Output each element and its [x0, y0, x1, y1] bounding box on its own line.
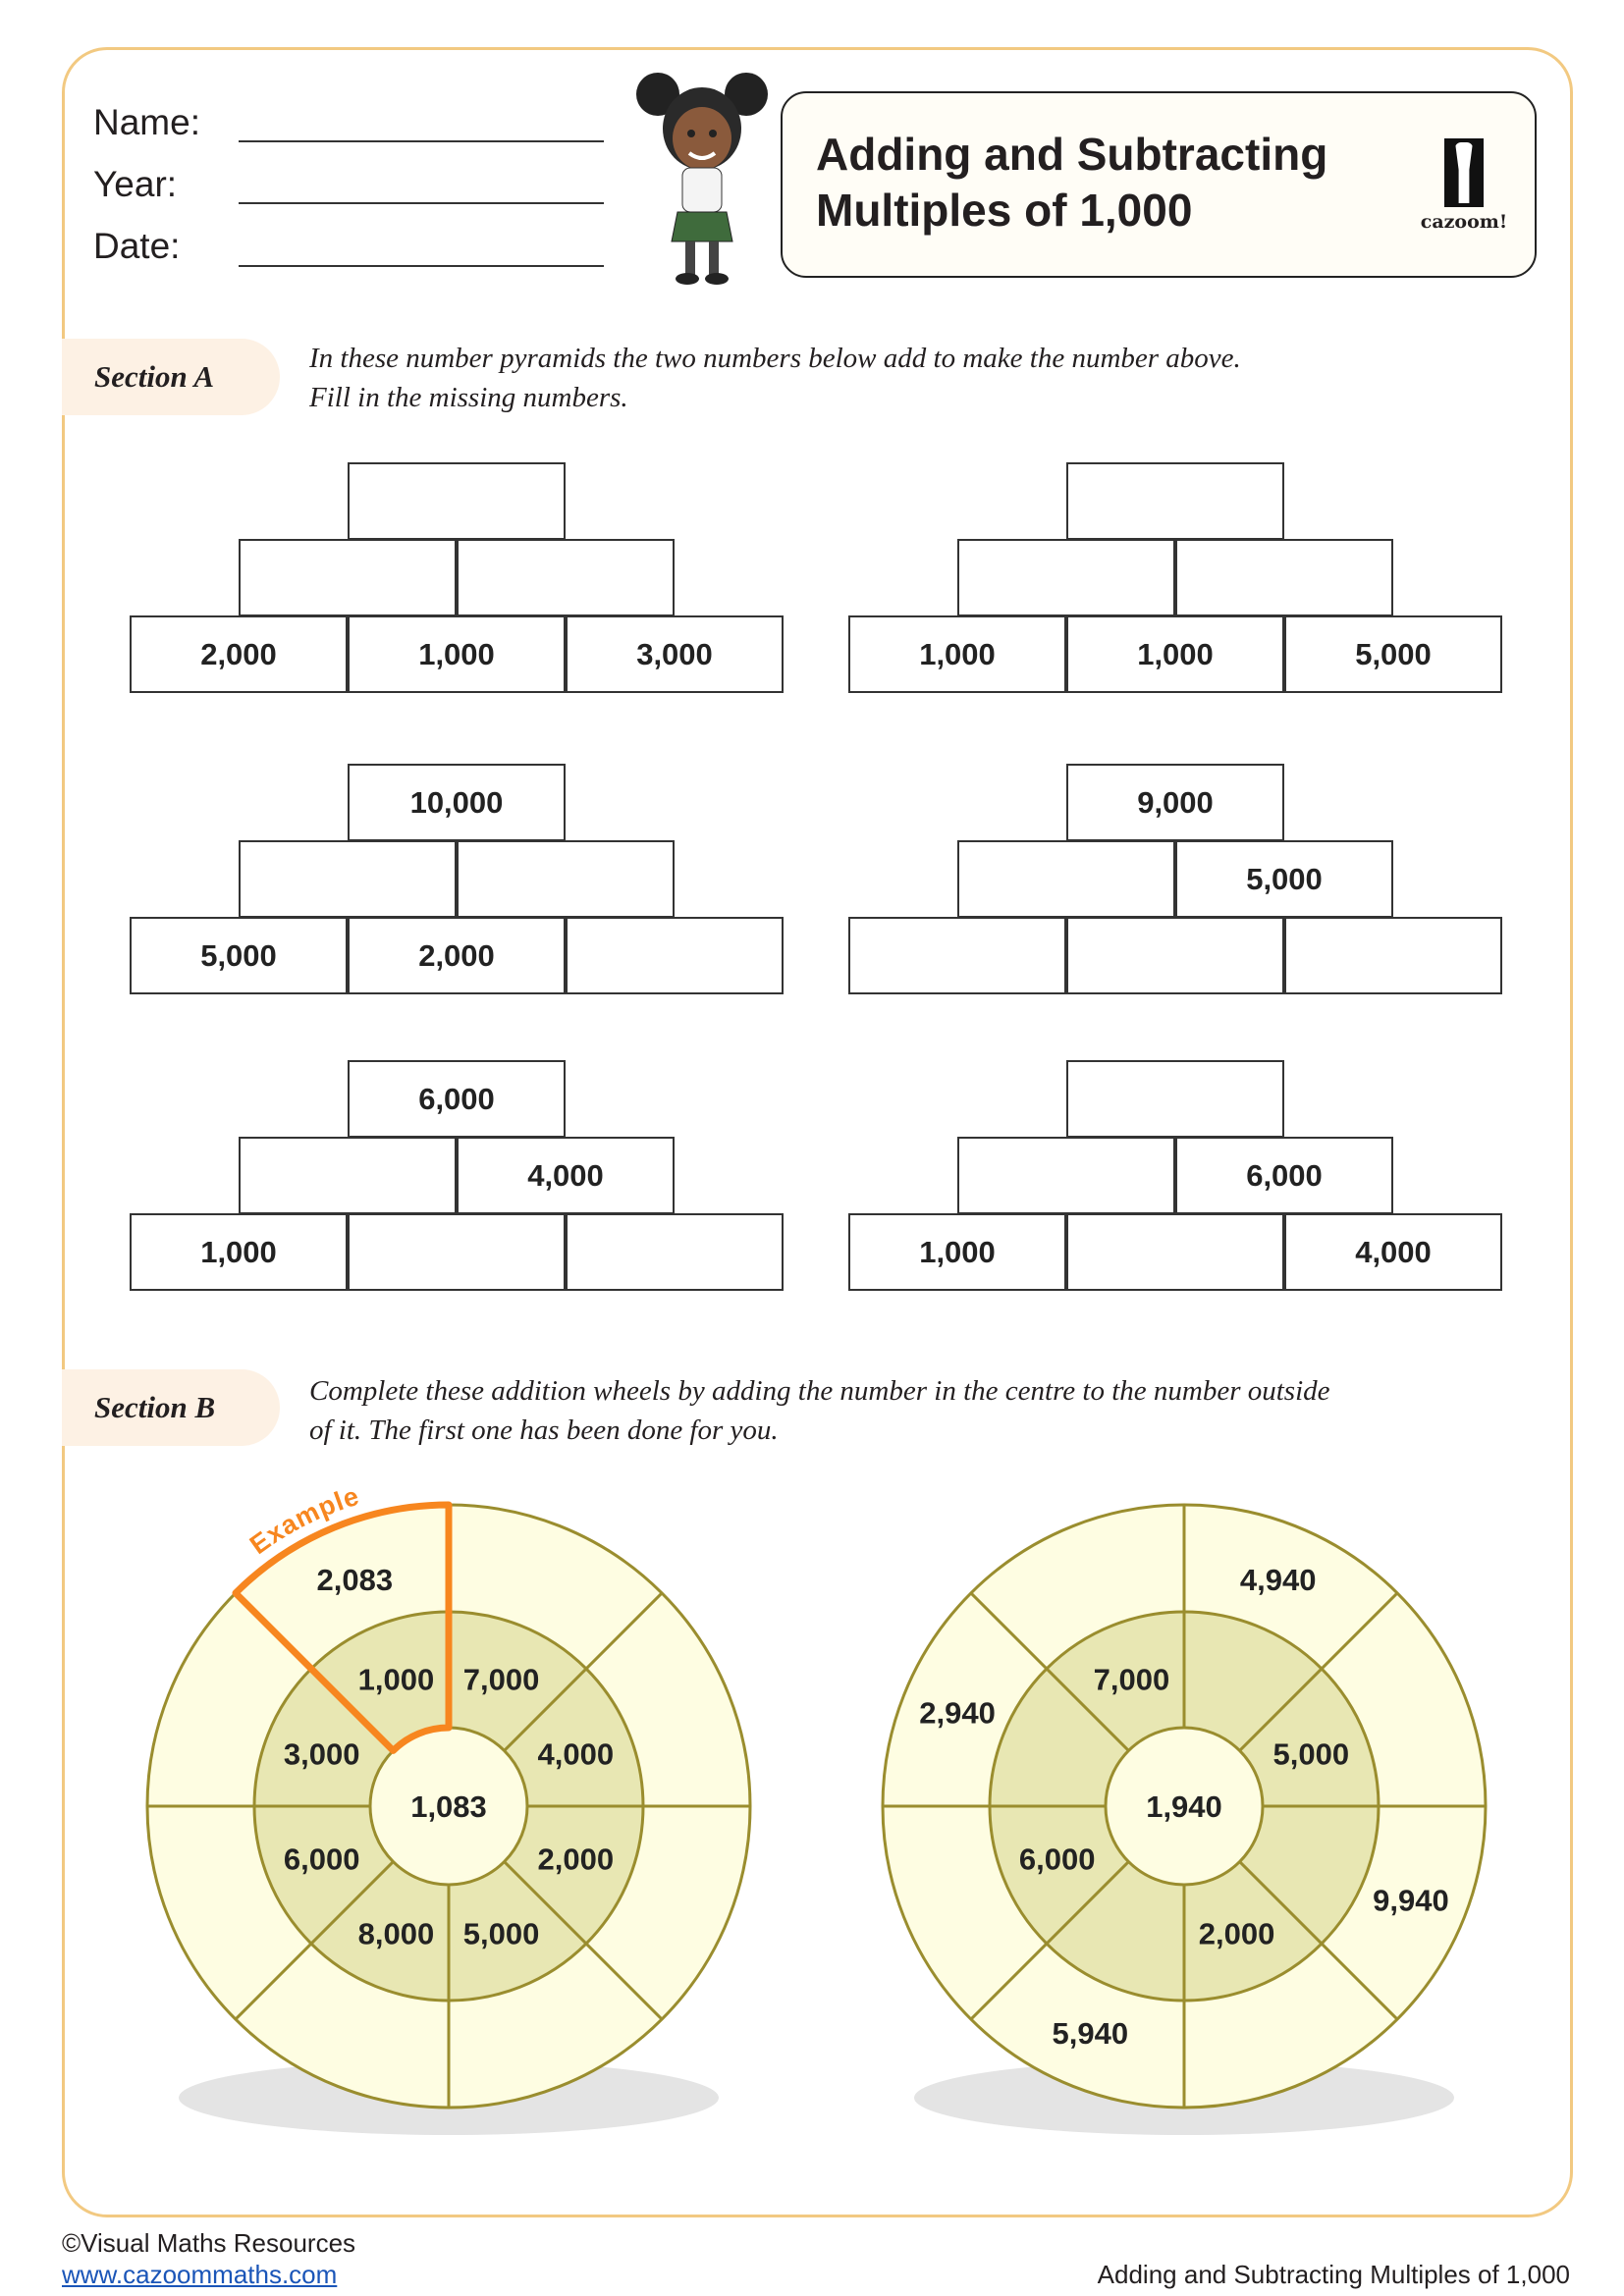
cazoom-logo: cazoom! [1415, 138, 1513, 233]
pyramid-bottom-cell[interactable] [848, 917, 1066, 994]
wheel-divider [1238, 1591, 1399, 1752]
instruction-line: Complete these addition wheels by adding… [309, 1375, 1330, 1407]
title-line-1: Adding and Subtracting [816, 129, 1328, 180]
logo-cup-icon [1444, 138, 1484, 207]
wheel-divider [503, 1591, 664, 1752]
pyramid-bottom-cell[interactable]: 5,000 [130, 917, 348, 994]
wheel-divider [234, 1860, 395, 2021]
section-a-label: Section A [62, 339, 280, 415]
wheel-inner-value: 7,000 [1094, 1663, 1170, 1697]
wheel-inner-value: 8,000 [358, 1916, 435, 1950]
wheel-inner-value: 2,000 [538, 1842, 615, 1877]
pyramid-middle-cell[interactable] [957, 1137, 1175, 1214]
pyramid-bottom-cell[interactable]: 2,000 [348, 917, 566, 994]
name-input-line[interactable] [239, 140, 604, 142]
pyramid-top-cell[interactable] [348, 462, 566, 540]
date-input-line[interactable] [239, 265, 604, 267]
wheel-divider [969, 1591, 1130, 1752]
section-b-instructions: Complete these addition wheels by adding… [309, 1371, 1537, 1450]
instruction-line: of it. The first one has been done for y… [309, 1415, 779, 1446]
logo-text: cazoom! [1420, 211, 1508, 233]
pyramid-bottom-cell[interactable]: 4,000 [1284, 1213, 1502, 1291]
wheel-outer-answer[interactable]: 9,940 [1373, 1884, 1449, 1918]
pyramid-bottom-cell[interactable]: 5,000 [1284, 615, 1502, 693]
pyramid-bottom-cell[interactable] [1284, 917, 1502, 994]
wheel-outer-answer[interactable]: 5,940 [1053, 2016, 1129, 2051]
wheel-centre [1104, 1726, 1265, 1887]
pyramid-top-cell[interactable]: 9,000 [1066, 764, 1284, 841]
section-a-instructions: In these number pyramids the two numbers… [309, 339, 1537, 417]
pyramid-bottom-cell[interactable]: 1,000 [348, 615, 566, 693]
wheel-inner-value: 1,000 [358, 1663, 435, 1697]
girl-character-illustration [636, 73, 768, 285]
year-input-line[interactable] [239, 202, 604, 204]
addition-wheel: 1,083 1,000 2,083 7,000 4,000 2,000 5,000 8,000… [145, 1481, 752, 2135]
instruction-line: Fill in the missing numbers. [309, 382, 628, 413]
wheel-divider [503, 1860, 664, 2021]
wheel-outer-answer[interactable]: 2,083 [317, 1563, 394, 1597]
name-label: Name: [93, 102, 200, 142]
pyramid-middle-cell[interactable] [239, 840, 457, 918]
pyramid-middle-cell[interactable] [239, 539, 457, 616]
wheel-centre-value: 1,940 [1146, 1789, 1222, 1824]
wheel-divider [969, 1860, 1130, 2021]
page-title: Adding and Subtracting Multiples of 1,00… [816, 127, 1327, 239]
website-link[interactable]: www.cazoommaths.com [62, 2260, 338, 2289]
wheel-inner-value: 5,000 [1273, 1736, 1350, 1771]
wheel-inner-value: 3,000 [284, 1736, 360, 1771]
pyramid-top-cell[interactable]: 10,000 [348, 764, 566, 841]
title-box: Adding and Subtracting Multiples of 1,00… [781, 91, 1537, 278]
wheel-centre-value: 1,083 [410, 1789, 487, 1824]
wheel-inner-value: 5,000 [463, 1916, 540, 1950]
year-label: Year: [93, 164, 178, 204]
addition-wheels: 1,083 1,000 2,083 7,000 4,000 2,000 5,000 8,000… [145, 1481, 1488, 2135]
pyramid-bottom-cell[interactable] [566, 917, 784, 994]
wheel-outer-answer[interactable]: 2,940 [919, 1695, 996, 1730]
pyramid-middle-cell[interactable] [457, 840, 675, 918]
pyramid-top-cell[interactable] [1066, 1060, 1284, 1138]
wheel-inner-value: 6,000 [1019, 1842, 1096, 1877]
pyramid-bottom-cell[interactable] [1066, 917, 1284, 994]
pyramid-bottom-cell[interactable] [1066, 1213, 1284, 1291]
pyramid-bottom-cell[interactable]: 1,000 [848, 615, 1066, 693]
wheel-inner-value: 7,000 [463, 1663, 540, 1697]
pyramid-top-cell[interactable]: 6,000 [348, 1060, 566, 1138]
pyramid-bottom-cell[interactable] [566, 1213, 784, 1291]
wheel-inner-value: 2,000 [1199, 1916, 1275, 1950]
pyramid-bottom-cell[interactable] [348, 1213, 566, 1291]
instruction-line: In these number pyramids the two numbers… [309, 343, 1241, 374]
title-line-2: Multiples of 1,000 [816, 185, 1193, 236]
pyramid-middle-cell[interactable]: 4,000 [457, 1137, 675, 1214]
pyramid-middle-cell[interactable] [957, 539, 1175, 616]
pyramid-middle-cell[interactable]: 6,000 [1175, 1137, 1393, 1214]
example-highlight [232, 1501, 453, 1754]
section-b-label: Section B [62, 1369, 280, 1446]
addition-wheel: 1,940 7,000 4,940 5,000 9,940 2,000 5,940 6,000… [881, 1503, 1488, 2135]
pyramid-bottom-cell[interactable]: 2,000 [130, 615, 348, 693]
website-link-wrap: www.cazoommaths.com [62, 2260, 337, 2290]
pyramid-bottom-cell[interactable]: 1,000 [1066, 615, 1284, 693]
pyramid-middle-cell[interactable] [239, 1137, 457, 1214]
pyramid-middle-cell[interactable] [1175, 539, 1393, 616]
page-border [62, 47, 1573, 2217]
pyramid-middle-cell[interactable] [957, 840, 1175, 918]
footer-page-title: Adding and Subtracting Multiples of 1,00… [1097, 2260, 1570, 2289]
pyramid-bottom-cell[interactable]: 1,000 [848, 1213, 1066, 1291]
wheel-divider [1238, 1860, 1399, 2021]
wheel-outer-answer[interactable]: 4,940 [1240, 1563, 1317, 1597]
pyramid-middle-cell[interactable]: 5,000 [1175, 840, 1393, 918]
pyramid-middle-cell[interactable] [457, 539, 675, 616]
date-label: Date: [93, 226, 181, 266]
copyright-text: ©Visual Maths Resources [62, 2228, 356, 2258]
wheel-inner-value: 4,000 [538, 1736, 615, 1771]
pyramid-bottom-cell[interactable]: 1,000 [130, 1213, 348, 1291]
pyramid-bottom-cell[interactable]: 3,000 [566, 615, 784, 693]
wheel-inner-value: 6,000 [284, 1842, 360, 1877]
pyramid-top-cell[interactable] [1066, 462, 1284, 540]
